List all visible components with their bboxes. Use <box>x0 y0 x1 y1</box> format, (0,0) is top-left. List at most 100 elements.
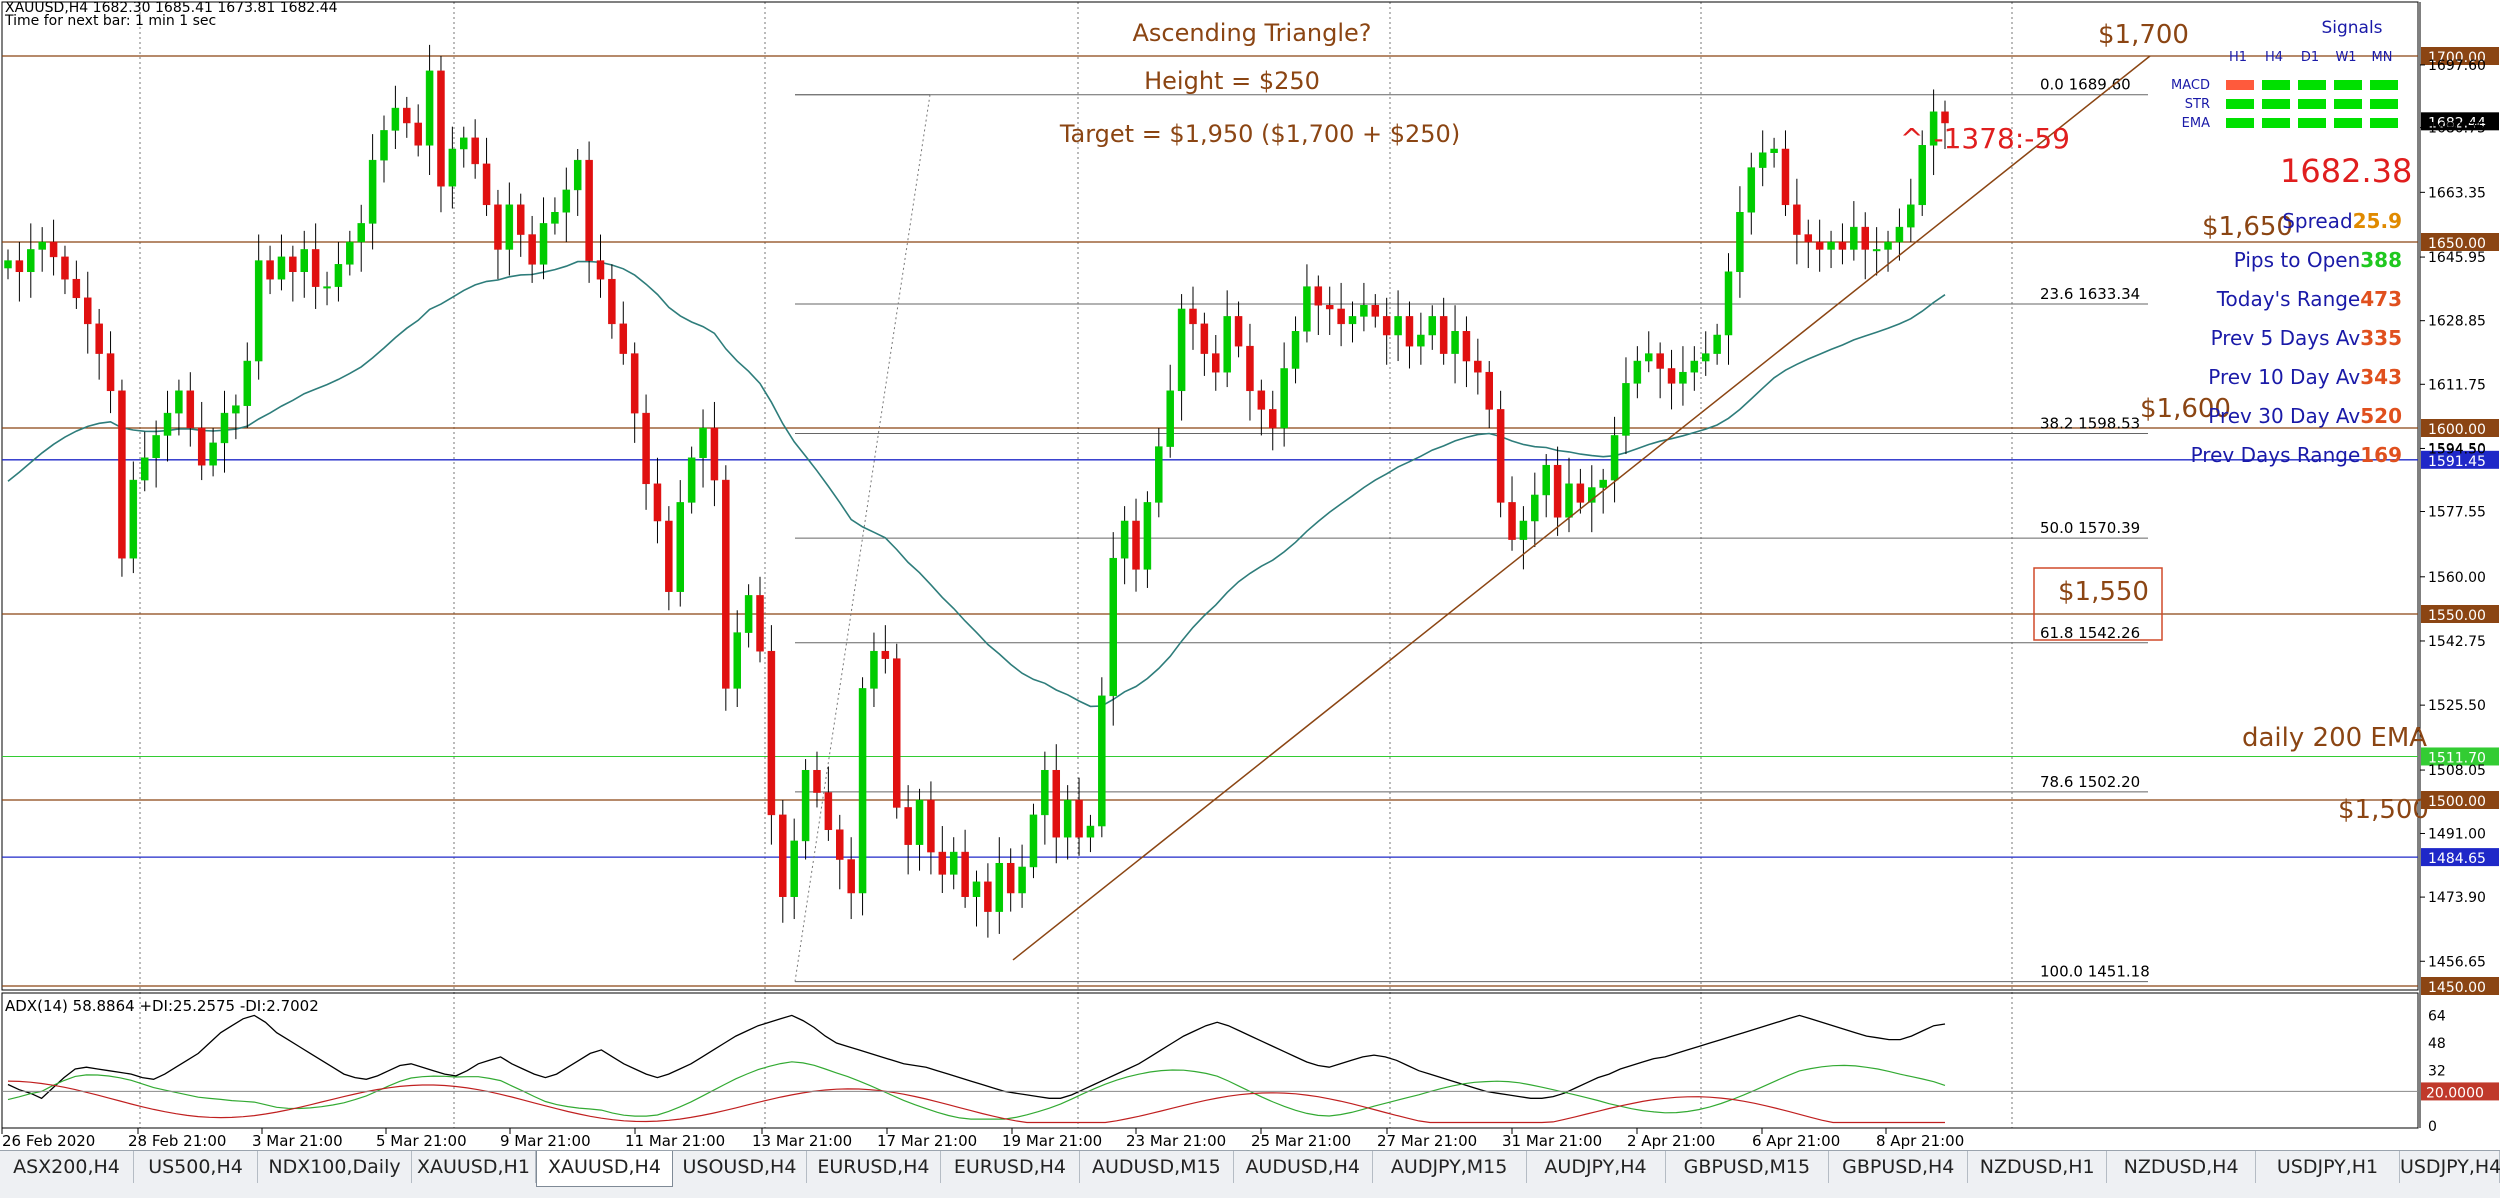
stat-label: Prev 10 Day Av <box>2208 365 2360 389</box>
candle-up <box>1417 334 1425 347</box>
chart-tab[interactable]: USDJPY,H1 <box>2256 1151 2400 1183</box>
x-tick-label: 23 Mar 21:00 <box>1126 1132 1226 1150</box>
candle-down <box>1576 483 1585 503</box>
adx-level-tag-box <box>2421 1082 2499 1101</box>
candle-down <box>984 881 992 912</box>
chart-tab[interactable]: USOUSD,H4 <box>673 1151 807 1183</box>
candle-up <box>1690 360 1699 373</box>
price-tag-box <box>2421 112 2499 131</box>
y-tick-label: 1491.00 <box>2428 826 2486 842</box>
candle-up <box>129 479 138 559</box>
price-chart[interactable]: 0.0 1689.60 23.6 1633.34 38.2 1598.53 50.0 … <box>0 0 2500 1150</box>
chart-tab[interactable]: XAUUSD,H4 <box>535 1151 673 1187</box>
stat-row: Spread25.9 <box>2282 209 2402 233</box>
candle-down <box>1861 226 1869 250</box>
chart-tab[interactable]: AUDUSD,H4 <box>1234 1151 1373 1183</box>
candle-up <box>687 457 696 503</box>
candle-up <box>1018 866 1026 894</box>
candle-up <box>1633 360 1642 384</box>
price-tag-box <box>2421 450 2499 469</box>
y-tick-label: 1508.05 <box>2428 763 2486 779</box>
label-1500: $1,500 <box>2338 795 2429 825</box>
candle-down <box>813 769 821 793</box>
candle-down <box>1485 371 1493 410</box>
signals-timeframe: MN <box>2372 50 2393 65</box>
candle-down <box>437 70 445 187</box>
candle-down <box>1815 241 1824 250</box>
chart-tab[interactable]: EURUSD,H4 <box>941 1151 1080 1183</box>
price-tag: 1550.00 <box>2428 608 2486 624</box>
candle-down <box>779 814 787 897</box>
candle-down <box>1314 286 1323 306</box>
candle-up <box>1724 271 1733 336</box>
price-axis: 1700.00 1682.44 1650.00 1600.00 1594.501591.… <box>2419 2 2499 1128</box>
chart-tab[interactable]: AUDJPY,H4 <box>1527 1151 1666 1183</box>
chart-tab[interactable]: ASX200,H4 <box>0 1151 134 1183</box>
candle-up <box>801 769 810 842</box>
candle-up <box>1155 446 1163 503</box>
fibonacci-retracement: 0.0 1689.60 23.6 1633.34 38.2 1598.53 50.0 … <box>794 76 2150 983</box>
candle-down <box>1508 502 1516 540</box>
chart-tab[interactable]: USDJPY,H4 <box>2400 1151 2500 1183</box>
fib-level-label: 23.6 1633.34 <box>2040 285 2140 303</box>
chart-tab[interactable]: AUDUSD,M15 <box>1080 1151 1234 1183</box>
chart-tab[interactable]: GBPUSD,M15 <box>1666 1151 1830 1183</box>
candle-up <box>1542 464 1550 496</box>
candle-up <box>699 427 707 459</box>
candle-up <box>1747 167 1756 213</box>
chart-tab[interactable]: EURUSD,H4 <box>807 1151 941 1183</box>
chart-tab[interactable]: NDX100,Daily <box>258 1151 412 1183</box>
candle-down <box>847 859 855 894</box>
chart-tab[interactable]: NZDUSD,H4 <box>2107 1151 2257 1183</box>
candle-up <box>254 260 263 362</box>
candle-up <box>175 390 183 414</box>
price-tag: 1450.00 <box>2428 980 2486 996</box>
candle-up <box>505 204 514 250</box>
candle-down <box>49 241 58 258</box>
chart-tab[interactable]: GBPUSD,H4 <box>1829 1151 1969 1183</box>
signal-cell <box>2370 80 2398 90</box>
candle-up <box>870 650 878 689</box>
x-tick-label: 9 Mar 21:00 <box>500 1132 591 1150</box>
candle-down <box>311 249 320 287</box>
signals-panel: Signals H1 H4 D1 W1 MN MACD STR EMA <box>2171 18 2398 131</box>
signals-timeframe: W1 <box>2335 50 2356 65</box>
candle-down <box>938 851 947 875</box>
candle-down <box>892 658 901 808</box>
price-tag-box <box>2421 747 2499 766</box>
candle-up <box>357 223 365 243</box>
bar-timer: Time for next bar: 1 min 1 sec <box>4 13 216 29</box>
candle-down <box>642 412 650 485</box>
candle-down <box>608 278 616 325</box>
candle-up <box>790 840 798 897</box>
stat-row: Today's Range473 <box>2216 287 2402 311</box>
candle-down <box>1325 304 1334 310</box>
x-tick-label: 3 Mar 21:00 <box>252 1132 343 1150</box>
candle-down <box>414 122 422 146</box>
candle-down <box>1656 353 1664 369</box>
candle-down <box>596 260 605 280</box>
x-tick-label: 28 Feb 21:00 <box>128 1132 226 1150</box>
x-tick-label: 13 Mar 21:00 <box>752 1132 852 1150</box>
candle-down <box>1838 241 1847 250</box>
chart-tab[interactable]: NZDUSD,H1 <box>1968 1151 2108 1183</box>
stat-row: Prev 10 Day Av343 <box>2208 365 2402 389</box>
x-tick-label: 25 Mar 21:00 <box>1251 1132 1351 1150</box>
candle-up <box>1679 371 1687 384</box>
signal-cell <box>2262 80 2290 90</box>
candle-up <box>1303 286 1311 332</box>
stat-row: Prev 5 Days Av335 <box>2211 326 2402 350</box>
candle-down <box>619 323 628 354</box>
chart-tab[interactable]: US500,H4 <box>134 1151 259 1183</box>
candle-down <box>630 353 639 414</box>
stats-panel: Spread25.9 Pips to Open388 Today's Range47… <box>2191 209 2402 467</box>
candle-down <box>1075 799 1083 838</box>
candle-up <box>1519 520 1528 540</box>
chart-tab[interactable]: AUDJPY,M15 <box>1373 1151 1527 1183</box>
chart-tab[interactable]: XAUUSD,H1 <box>412 1151 536 1183</box>
candle-down <box>1132 520 1140 570</box>
candlestick-series <box>4 44 1949 938</box>
stat-value: 473 <box>2360 287 2402 311</box>
candle-up <box>163 412 172 436</box>
candle-up <box>1758 152 1767 168</box>
